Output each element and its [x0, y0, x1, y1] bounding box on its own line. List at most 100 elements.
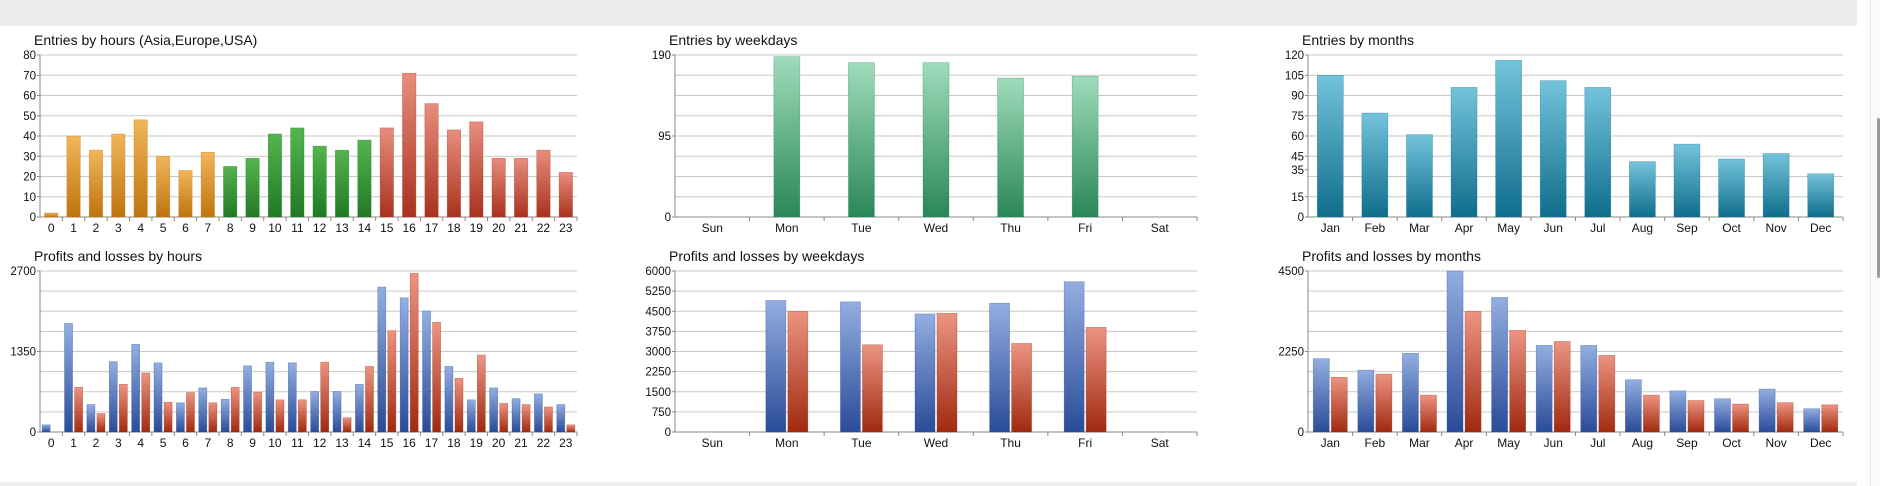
- x-tick-label: 20: [492, 221, 506, 235]
- x-tick-label: 10: [268, 436, 282, 450]
- bar-c1-s0-7: [200, 151, 215, 218]
- bar-c4-s0-20: [489, 387, 498, 433]
- bar-c4-s0-9: [243, 365, 252, 433]
- bar-c4-s0-5: [153, 362, 163, 433]
- x-tick-label: 11: [291, 436, 304, 450]
- bar-c6-s1-11: [1821, 404, 1839, 433]
- bar-c6-s1-4: [1509, 330, 1526, 433]
- x-tick-label: Mon: [775, 221, 798, 235]
- bar-c1-s0-23: [558, 172, 573, 218]
- bar-c4-s1-9: [253, 391, 262, 433]
- bar-c1-s0-17: [424, 103, 439, 218]
- x-tick-label: Mon: [775, 436, 798, 450]
- y-tick-label: 30: [23, 151, 36, 163]
- bar-c4-s0-3: [108, 361, 118, 433]
- x-tick-label: 7: [204, 221, 211, 235]
- bar-c1-s0-16: [402, 72, 417, 218]
- bar-c1-s0-21: [514, 157, 529, 218]
- x-tick-label: Aug: [1632, 221, 1653, 235]
- bar-c4-s1-23: [566, 424, 576, 433]
- bar-c6-s1-1: [1375, 373, 1393, 433]
- x-tick-label: 2: [93, 221, 100, 235]
- bar-c4-s1-22: [544, 406, 553, 433]
- vertical-scrollbar[interactable]: [1870, 0, 1880, 486]
- bar-c4-s1-8: [230, 386, 240, 433]
- x-tick-label: 23: [559, 221, 573, 235]
- bar-c4-s1-6: [186, 392, 195, 433]
- chart-c1: Entries by hours (Asia,Europe,USA)010203…: [23, 32, 578, 235]
- y-tick-label: 0: [1298, 212, 1304, 224]
- x-tick-label: 12: [313, 221, 327, 235]
- bar-c3-s0-2: [1406, 134, 1433, 218]
- bar-c4-s0-10: [265, 361, 275, 433]
- bar-c6-s0-11: [1803, 408, 1821, 433]
- y-tick-label: 2250: [1278, 347, 1304, 359]
- x-tick-label: Oct: [1722, 221, 1741, 235]
- x-tick-label: May: [1497, 221, 1520, 235]
- bar-c6-s0-1: [1357, 369, 1375, 433]
- x-tick-label: 5: [160, 221, 167, 235]
- bar-c1-s0-2: [88, 149, 103, 218]
- x-tick-label: Aug: [1632, 436, 1653, 450]
- x-tick-label: Feb: [1365, 221, 1386, 235]
- x-tick-label: 12: [313, 436, 327, 450]
- chart-title: Entries by weekdays: [669, 32, 797, 48]
- x-tick-label: Jun: [1544, 436, 1563, 450]
- x-tick-label: 23: [559, 436, 573, 450]
- bar-c5-s0-5: [1063, 281, 1085, 433]
- bar-c5-s0-1: [765, 300, 787, 433]
- y-tick-label: 95: [658, 131, 671, 143]
- bar-c6-s0-8: [1669, 390, 1687, 433]
- x-tick-label: 6: [182, 436, 189, 450]
- y-tick-label: 50: [23, 111, 36, 123]
- x-tick-label: Jun: [1544, 221, 1563, 235]
- y-tick-label: 2700: [10, 266, 36, 278]
- bar-c5-s0-2: [840, 301, 861, 433]
- x-tick-label: Nov: [1765, 221, 1786, 235]
- x-tick-label: Sep: [1676, 221, 1698, 235]
- x-tick-label: Jan: [1321, 221, 1340, 235]
- chart-c5: Profits and losses by weekdays 0 750 1500 22…: [645, 248, 1198, 450]
- bar-c3-s0-3: [1450, 87, 1478, 218]
- bar-c2-s0-5: [1071, 76, 1099, 218]
- bar-c1-s0-4: [133, 119, 148, 218]
- y-tick-label: 2250: [645, 367, 671, 379]
- bar-c5-s0-4: [989, 302, 1010, 433]
- bar-c4-s1-21: [521, 404, 531, 433]
- bar-c4-s0-19: [466, 399, 476, 433]
- x-tick-label: Sat: [1151, 436, 1170, 450]
- x-tick-label: 15: [380, 436, 394, 450]
- x-tick-label: 1: [70, 436, 77, 450]
- bar-c5-s1-4: [1011, 343, 1032, 433]
- x-tick-label: 9: [249, 436, 256, 450]
- bar-c4-s0-21: [511, 398, 521, 433]
- x-tick-label: 22: [537, 436, 551, 450]
- x-tick-label: Fri: [1078, 436, 1092, 450]
- chart-c2: Entries by weekdays 0 95 190 Sun Mon Tue Wed Thu…: [652, 32, 1198, 235]
- bar-c6-s1-2: [1420, 394, 1437, 433]
- bar-c4-s0-17: [422, 310, 431, 433]
- bar-c5-s1-5: [1085, 327, 1107, 433]
- x-tick-label: Sep: [1676, 436, 1698, 450]
- y-tick-label: 10: [23, 192, 36, 204]
- bar-c4-s1-2: [96, 413, 106, 433]
- bar-c3-s0-11: [1807, 173, 1835, 218]
- bar-c2-s0-1: [773, 56, 801, 218]
- bar-c1-s0-11: [290, 127, 305, 218]
- bar-c4-s1-13: [342, 417, 352, 433]
- x-tick-label: 4: [137, 221, 144, 235]
- bar-c5-s1-1: [787, 310, 809, 433]
- x-tick-label: 18: [447, 436, 461, 450]
- bottom-border: [0, 482, 1857, 486]
- x-tick-label: Thu: [1000, 221, 1021, 235]
- x-tick-label: Wed: [924, 221, 948, 235]
- x-tick-label: Jan: [1321, 436, 1340, 450]
- bar-c1-s0-12: [312, 145, 327, 218]
- y-tick-label: 6000: [645, 266, 671, 278]
- x-tick-label: Thu: [1000, 436, 1021, 450]
- x-tick-label: 17: [425, 221, 439, 235]
- chart-title: Entries by months: [1302, 32, 1414, 48]
- scrollbar-thumb[interactable]: [1877, 118, 1880, 278]
- bar-c3-s0-8: [1673, 143, 1701, 218]
